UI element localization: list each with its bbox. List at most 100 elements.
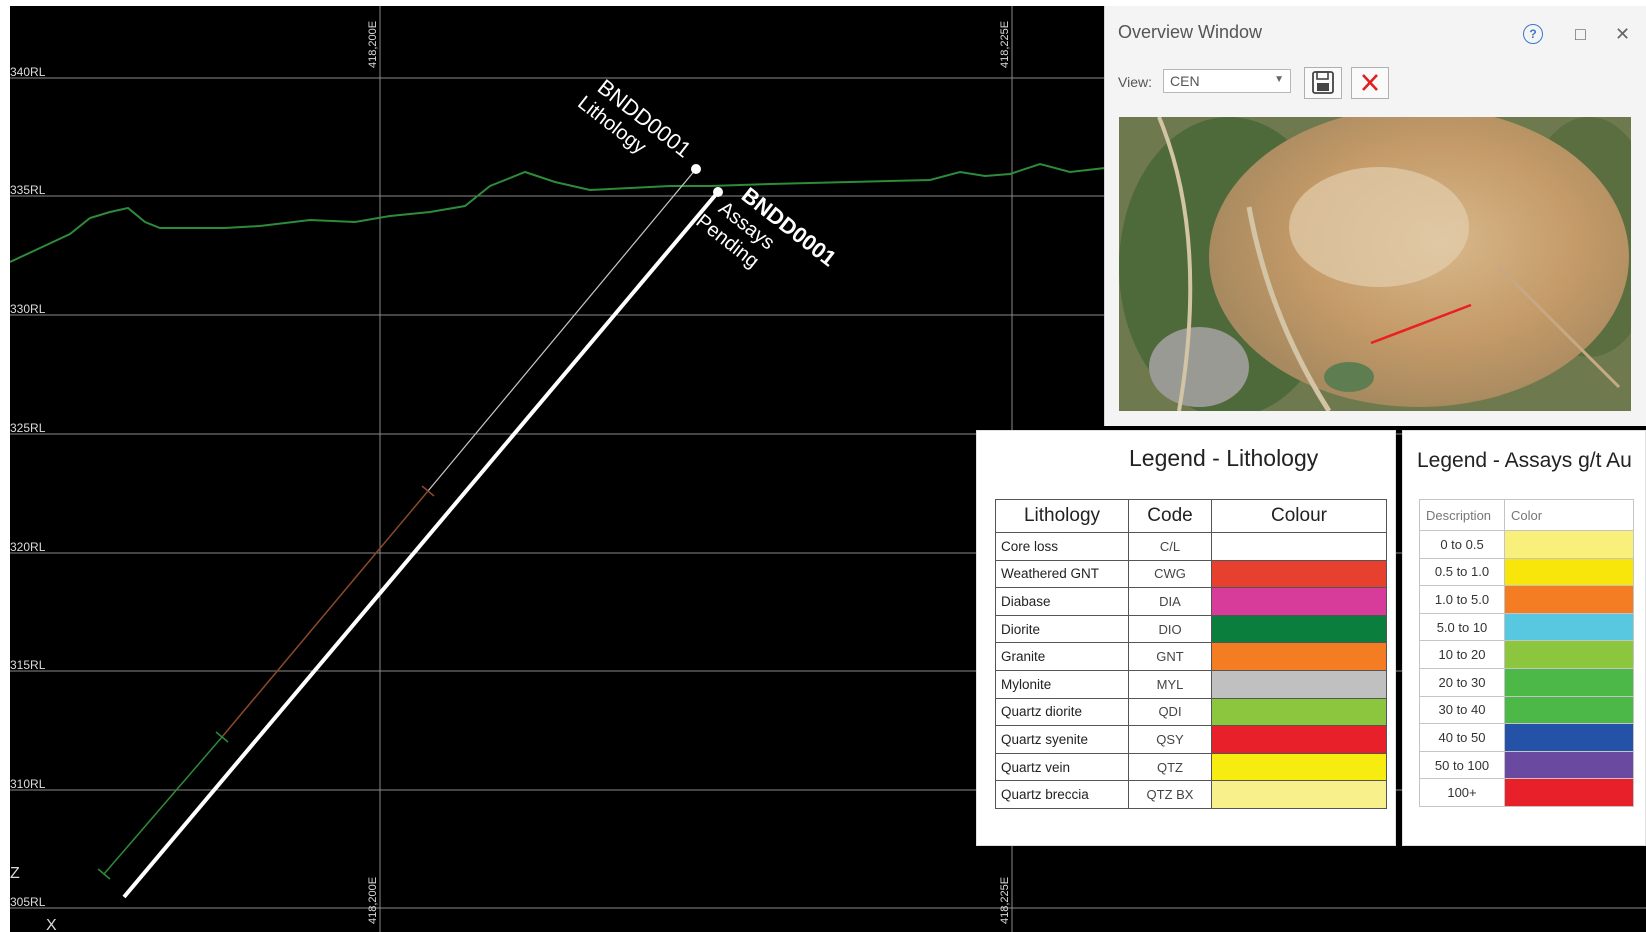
easting-label-bottom: 418,200E (367, 877, 379, 924)
red-x-icon (1362, 74, 1378, 91)
lithology-name: Quartz breccia (995, 780, 1129, 809)
table-row: Quartz diorite QDI (995, 697, 1387, 727)
lithology-swatch (1211, 559, 1387, 589)
maximize-icon[interactable]: □ (1575, 24, 1586, 44)
lithology-trace-green (103, 736, 223, 875)
assay-swatch (1504, 640, 1634, 669)
lithology-name: Diabase (995, 587, 1129, 616)
assay-range: 5.0 to 10 (1419, 612, 1505, 642)
assay-swatch (1504, 612, 1634, 642)
lithology-name: Quartz vein (995, 752, 1129, 782)
help-icon[interactable]: ? (1523, 24, 1543, 44)
table-row: 10 to 20 (1419, 640, 1634, 669)
cancel-button[interactable] (1351, 67, 1389, 99)
assay-range: 100+ (1419, 778, 1505, 807)
easting-label-top: 418,225E (999, 21, 1011, 68)
overview-window: Overview Window ? □ ✕ View: CEN ▼ (1104, 6, 1646, 426)
table-row: Diabase DIA (995, 587, 1387, 616)
lithology-name: Mylonite (995, 669, 1129, 699)
lithology-name: Granite (995, 642, 1129, 671)
table-row: 40 to 50 (1419, 723, 1634, 752)
assay-swatch (1504, 750, 1634, 780)
aerial-map-image (1119, 117, 1631, 411)
lithology-name: Quartz diorite (995, 697, 1129, 727)
legend-assays-title: Legend - Assays g/t Au (1417, 449, 1632, 472)
axis-marker-z: Z (10, 865, 20, 882)
view-select-value: CEN (1170, 73, 1200, 89)
table-row: 5.0 to 10 (1419, 612, 1634, 642)
lithology-code: GNT (1128, 642, 1212, 671)
easting-label-bottom: 418,225E (999, 877, 1011, 924)
hole-label-lithology: BNDD0001 Lithology (573, 74, 696, 162)
table-row: 0 to 0.5 (1419, 530, 1634, 559)
lithology-trace-white (427, 168, 697, 492)
rl-label: 340RL (10, 65, 46, 79)
aerial-map[interactable] (1119, 117, 1631, 411)
lithology-code: C/L (1128, 532, 1212, 561)
assays-collar[interactable] (713, 187, 723, 197)
assay-range: 0 to 0.5 (1419, 530, 1505, 559)
assay-range: 0.5 to 1.0 (1419, 557, 1505, 587)
view-label: View: (1118, 74, 1152, 90)
assay-swatch (1504, 585, 1634, 614)
lithology-code: QTZ BX (1128, 780, 1212, 809)
table-row: 20 to 30 (1419, 667, 1634, 697)
lithology-name: Core loss (995, 532, 1129, 561)
table-row: Quartz vein QTZ (995, 752, 1387, 782)
view-select[interactable]: CEN ▼ (1163, 69, 1291, 93)
column-header: Description (1419, 499, 1505, 531)
table-row: Granite GNT (995, 642, 1387, 671)
lithology-swatch (1211, 725, 1387, 754)
save-button[interactable] (1304, 67, 1342, 99)
assay-swatch (1504, 557, 1634, 587)
rl-label: 315RL (10, 658, 46, 672)
lithology-swatch (1211, 642, 1387, 671)
lithology-name: Diorite (995, 614, 1129, 644)
assays-table: Description Color 0 to 0.5 0.5 to 1.0 1.… (1419, 499, 1634, 807)
assay-range: 40 to 50 (1419, 723, 1505, 752)
column-header: Color (1504, 499, 1634, 531)
overview-title: Overview Window (1118, 22, 1263, 42)
table-row: 0.5 to 1.0 (1419, 557, 1634, 587)
assay-range: 10 to 20 (1419, 640, 1505, 669)
table-row: 30 to 40 (1419, 695, 1634, 725)
column-header: Lithology (995, 499, 1129, 533)
lithology-code: MYL (1128, 669, 1212, 699)
rl-label: 330RL (10, 302, 46, 316)
lithology-code: CWG (1128, 559, 1212, 589)
legend-lithology-title: Legend - Lithology (1129, 445, 1319, 471)
rl-label: 320RL (10, 540, 46, 554)
topography-line (10, 162, 1106, 263)
save-icon (1312, 71, 1334, 94)
lithology-code: DIO (1128, 614, 1212, 644)
assay-swatch (1504, 695, 1634, 725)
column-header: Colour (1211, 499, 1387, 533)
lithology-swatch (1211, 780, 1387, 809)
assay-swatch (1504, 667, 1634, 697)
axis-marker-x: X (46, 917, 57, 932)
lithology-name: Quartz syenite (995, 725, 1129, 754)
close-icon[interactable]: ✕ (1615, 24, 1631, 44)
lithology-tick (215, 731, 229, 743)
lithology-swatch (1211, 697, 1387, 727)
table-row: Mylonite MYL (995, 669, 1387, 699)
rl-label: 335RL (10, 183, 46, 197)
rl-label: 325RL (10, 421, 46, 435)
lithology-code: QTZ (1128, 752, 1212, 782)
assays-trace[interactable] (122, 190, 720, 899)
table-header-row: Lithology Code Colour (995, 499, 1387, 533)
table-row: Quartz breccia QTZ BX (995, 780, 1387, 809)
lithology-name: Weathered GNT (995, 559, 1129, 589)
assay-swatch (1504, 530, 1634, 559)
assay-range: 20 to 30 (1419, 667, 1505, 697)
lithology-code: DIA (1128, 587, 1212, 616)
easting-label-top: 418,200E (367, 21, 379, 68)
column-header: Code (1128, 499, 1212, 533)
lithology-swatch (1211, 669, 1387, 699)
assay-swatch (1504, 723, 1634, 752)
legend-assays: Legend - Assays g/t Au Description Color… (1402, 430, 1646, 846)
table-header-row: Description Color (1419, 499, 1634, 531)
lithology-swatch (1211, 532, 1387, 561)
assay-swatch (1504, 778, 1634, 807)
lithology-collar[interactable] (691, 164, 701, 174)
